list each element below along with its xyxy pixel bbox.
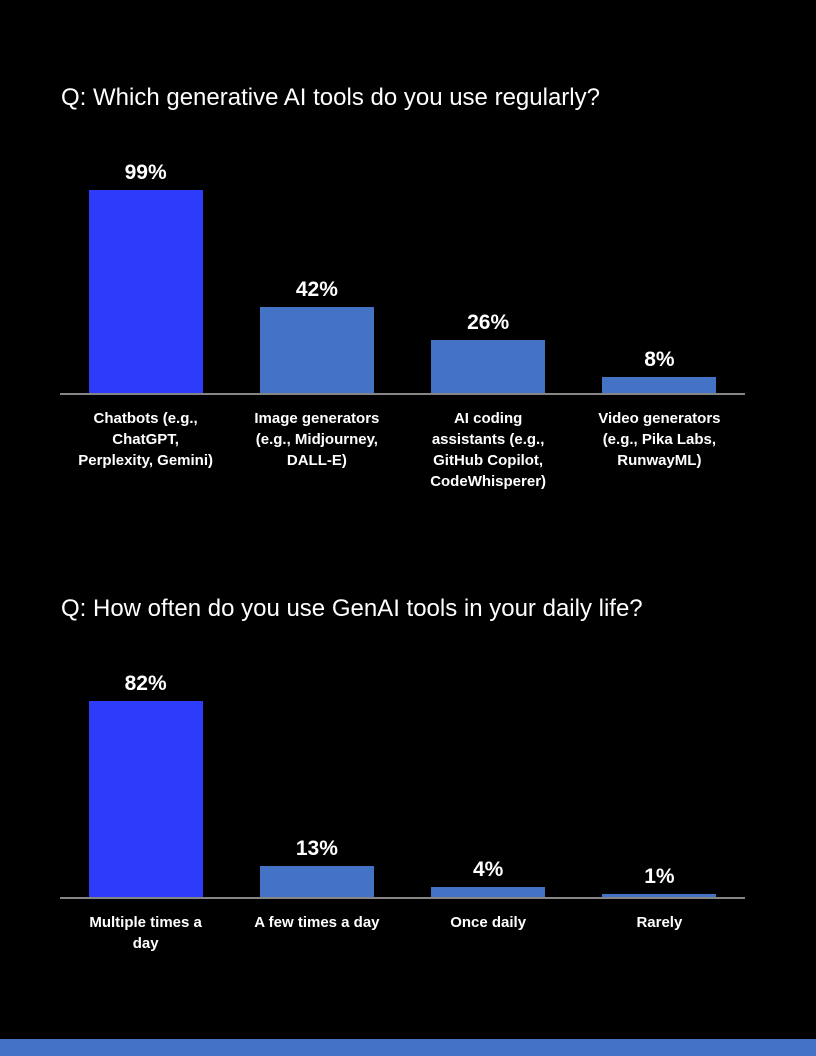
chart2-plot-area: 82% 13% 4% 1% — [60, 654, 745, 899]
bar-column: 1% — [574, 864, 745, 897]
bar-column: 8% — [574, 347, 745, 393]
bar — [602, 894, 717, 897]
category-label: A few times a day — [254, 914, 380, 931]
bar-value-label: 99% — [124, 161, 167, 184]
bar — [259, 866, 374, 897]
bar-column: 26% — [403, 310, 574, 393]
bar-column: 82% — [60, 671, 231, 897]
category-label: Once daily — [450, 914, 527, 931]
bar — [88, 190, 203, 393]
bar-value-label: 8% — [644, 348, 675, 371]
chart1-title: Q: Which generative AI tools do you use … — [61, 84, 600, 111]
bar — [259, 307, 374, 393]
chart1-genai-tools: 99% 42% 26% 8% Chatbots (e.g., ChatGPT, Per… — [60, 150, 745, 492]
bar-value-label: 82% — [124, 672, 167, 695]
category-label: Rarely — [636, 914, 683, 931]
category-label: Multiple times a day — [89, 914, 202, 952]
category-label: Chatbots (e.g., ChatGPT, Perplexity, Gem… — [78, 410, 213, 469]
bar-value-label: 13% — [295, 837, 338, 860]
bar — [431, 340, 546, 393]
category-label: Video generators (e.g., Pika Labs, Runwa… — [598, 410, 721, 469]
bar-column: 13% — [231, 836, 402, 897]
chart2-category-labels: Multiple times a day A few times a day Onc… — [60, 912, 745, 954]
category-label: Image generators (e.g., Midjourney, DALL… — [254, 410, 380, 469]
bar-column: 42% — [231, 277, 402, 393]
bar-value-label: 26% — [467, 311, 510, 334]
chart1-category-labels: Chatbots (e.g., ChatGPT, Perplexity, Gem… — [60, 408, 745, 492]
bar-column: 4% — [403, 857, 574, 897]
footer-accent-bar — [0, 1039, 816, 1056]
chart2-usage-frequency: 82% 13% 4% 1% Multiple times a day A few tim… — [60, 654, 745, 954]
chart1-plot-area: 99% 42% 26% 8% — [60, 150, 745, 395]
chart2-title: Q: How often do you use GenAI tools in y… — [61, 595, 643, 622]
bar — [88, 701, 203, 897]
bar-value-label: 42% — [295, 278, 338, 301]
bar-column: 99% — [60, 160, 231, 393]
category-label: AI coding assistants (e.g., GitHub Copil… — [430, 410, 547, 490]
bar-value-label: 1% — [644, 865, 675, 888]
bar — [431, 887, 546, 897]
bar — [602, 377, 717, 393]
bar-value-label: 4% — [472, 858, 504, 881]
